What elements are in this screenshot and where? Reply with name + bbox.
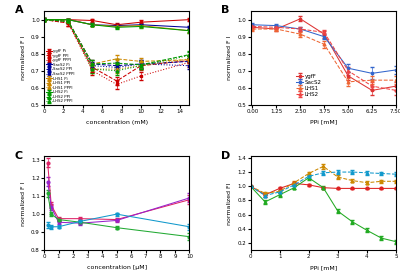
Text: D: D (222, 151, 231, 161)
Legend: ygfF Pi, ygfF PPI, ygfF PPPI, SacS2 Pi, SacS2 PPI, SacS2 PPPI, LHS1 Pi, LHS1 PPI: ygfF Pi, ygfF PPI, ygfF PPPI, SacS2 Pi, … (46, 49, 75, 104)
X-axis label: concentration [μM]: concentration [μM] (87, 265, 147, 270)
Text: B: B (222, 6, 230, 16)
Y-axis label: normalized F I: normalized F I (227, 36, 232, 80)
X-axis label: concentration (mM): concentration (mM) (86, 120, 148, 125)
X-axis label: PPi [mM]: PPi [mM] (310, 120, 337, 125)
Y-axis label: normalized FI: normalized FI (227, 182, 232, 225)
X-axis label: PPi [mM]: PPi [mM] (310, 265, 337, 270)
Y-axis label: normalized F I: normalized F I (20, 181, 26, 225)
Text: C: C (15, 151, 23, 161)
Y-axis label: normalized F I: normalized F I (20, 36, 26, 80)
Legend: ygfF, SacS2, LHS1, LHS2: ygfF, SacS2, LHS1, LHS2 (294, 71, 324, 99)
Text: A: A (15, 6, 24, 16)
